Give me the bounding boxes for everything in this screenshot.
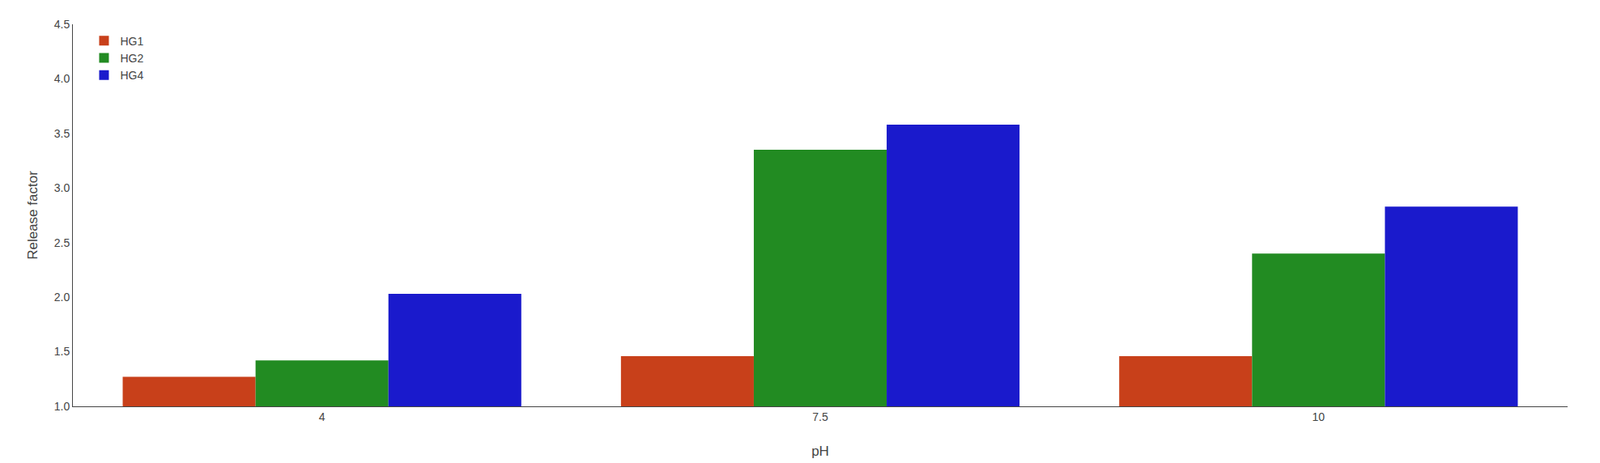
svg-text:Release factor: Release factor xyxy=(25,170,41,260)
svg-text:HG4: HG4 xyxy=(119,68,144,82)
svg-text:3.5: 3.5 xyxy=(54,127,71,141)
svg-text:4.5: 4.5 xyxy=(54,17,71,31)
svg-text:4.0: 4.0 xyxy=(54,72,71,86)
svg-text:7.5: 7.5 xyxy=(812,410,829,424)
svg-text:2.5: 2.5 xyxy=(54,236,71,250)
svg-text:HG2: HG2 xyxy=(119,51,144,65)
svg-text:4: 4 xyxy=(319,410,326,424)
svg-text:1.0: 1.0 xyxy=(54,400,71,413)
svg-text:HG1: HG1 xyxy=(119,34,144,48)
svg-text:10: 10 xyxy=(1312,410,1326,424)
svg-text:pH: pH xyxy=(811,443,830,460)
svg-text:3.0: 3.0 xyxy=(54,181,71,195)
svg-text:1.5: 1.5 xyxy=(54,344,71,358)
svg-text:2.0: 2.0 xyxy=(54,290,71,304)
